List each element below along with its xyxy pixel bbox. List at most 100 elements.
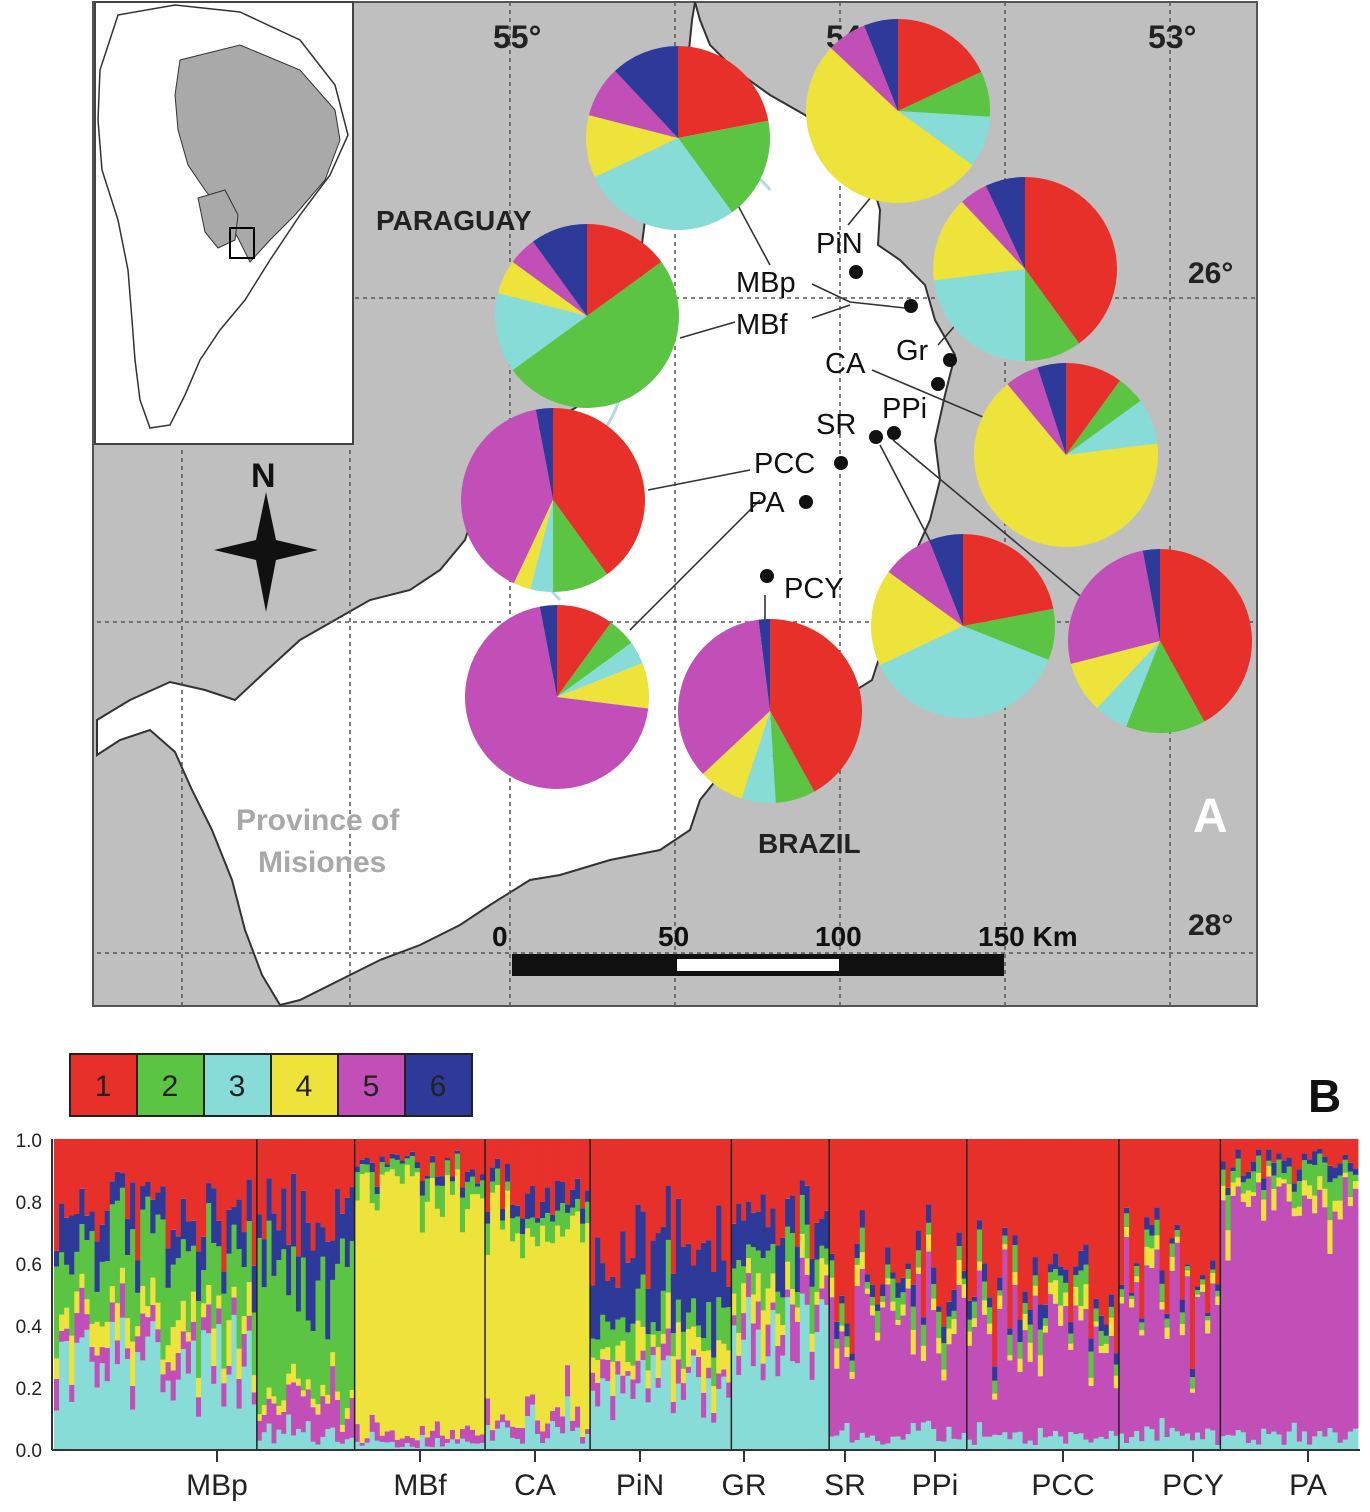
individual-bar-segment <box>721 1260 727 1308</box>
individual-bar-segment <box>775 1345 781 1377</box>
individual-bar-segment <box>364 1172 371 1439</box>
individual-bar-segment <box>1291 1216 1298 1423</box>
individual-bar-segment <box>261 1239 268 1288</box>
individual-bar-segment <box>859 1432 866 1450</box>
population-block-pcc <box>966 1139 1120 1450</box>
individual-bar-segment <box>885 1139 891 1248</box>
individual-bar-segment <box>1063 1292 1069 1307</box>
individual-bar-segment <box>1317 1176 1323 1190</box>
individual-bar-segment <box>305 1139 312 1223</box>
individual-bar-segment <box>1063 1282 1069 1293</box>
individual-bar-segment <box>520 1234 526 1259</box>
individual-bar-segment <box>915 1267 922 1274</box>
individual-bar-segment <box>675 1139 682 1199</box>
population-block-ppi <box>829 1139 968 1450</box>
panel-a-map: 55° 54° 53° 26° 28° PARAGUAY BRAZIL Prov… <box>92 1 1258 1007</box>
individual-bar-segment <box>1073 1434 1079 1450</box>
individual-bar-segment <box>1154 1235 1160 1250</box>
individual-bar-segment <box>495 1158 501 1169</box>
individual-bar-segment <box>1240 1432 1247 1450</box>
individual-bar-segment <box>1327 1253 1333 1429</box>
individual-bar-segment <box>1240 1175 1247 1183</box>
individual-bar-segment <box>74 1313 80 1343</box>
legend-swatch-3 <box>203 1053 272 1117</box>
individual-bar-segment <box>1169 1139 1176 1239</box>
individual-bar-segment <box>936 1306 942 1312</box>
individual-bar-segment <box>145 1182 151 1197</box>
individual-bar-segment <box>475 1186 481 1195</box>
individual-bar-segment <box>454 1439 461 1444</box>
individual-bar-segment <box>780 1297 786 1326</box>
individual-bar-segment <box>1149 1267 1155 1430</box>
individual-bar-segment <box>1327 1220 1333 1254</box>
individual-bar-segment <box>485 1212 491 1224</box>
individual-bar-segment <box>829 1297 835 1437</box>
individual-bar-segment <box>910 1329 917 1355</box>
individual-bar-segment <box>580 1223 586 1243</box>
cluster-legend: 1 2 3 4 5 6 <box>69 1053 473 1117</box>
individual-bar-segment <box>905 1139 912 1264</box>
individual-bar-segment <box>399 1183 406 1439</box>
individual-bar-segment <box>320 1396 326 1437</box>
individual-bar-segment <box>966 1331 973 1346</box>
individual-bar-segment <box>900 1304 907 1316</box>
individual-bar-segment <box>706 1240 712 1303</box>
individual-bar-segment <box>109 1286 116 1303</box>
individual-bar-segment <box>794 1291 801 1308</box>
individual-bar-segment <box>580 1436 586 1444</box>
individual-bar-segment <box>1002 1139 1008 1228</box>
individual-bar-segment <box>1042 1332 1049 1438</box>
individual-bar-segment <box>895 1139 901 1283</box>
individual-bar-segment <box>369 1203 376 1415</box>
individual-bar-segment <box>335 1188 341 1264</box>
individual-bar-segment <box>409 1151 416 1157</box>
individual-bar-segment <box>1307 1198 1313 1445</box>
individual-bar-segment <box>54 1139 60 1251</box>
individual-bar-segment <box>389 1441 396 1450</box>
individual-bar-segment <box>910 1354 917 1424</box>
individual-bar-segment <box>434 1421 441 1439</box>
individual-bar-segment <box>490 1181 496 1193</box>
individual-bar-segment <box>160 1139 166 1187</box>
individual-bar-segment <box>251 1404 258 1450</box>
individual-bar-segment <box>409 1156 416 1177</box>
pie-mbf <box>495 224 679 408</box>
individual-bar-segment <box>1012 1139 1018 1236</box>
individual-bar-segment <box>804 1224 810 1259</box>
individual-bar-segment <box>869 1139 876 1285</box>
individual-bar-segment <box>931 1267 937 1285</box>
pie-slice-cluster-1 <box>1025 177 1118 344</box>
individual-bar-segment <box>1017 1371 1023 1432</box>
individual-bar-segment <box>1032 1139 1039 1258</box>
individual-bar-segment <box>545 1438 551 1450</box>
individual-bar-segment <box>685 1243 692 1313</box>
individual-bar-segment <box>241 1232 248 1268</box>
individual-bar-segment <box>201 1330 207 1450</box>
individual-bar-segment <box>1256 1139 1262 1150</box>
individual-bar-segment <box>1088 1139 1094 1339</box>
individual-bar-segment <box>655 1377 662 1388</box>
individual-bar-segment <box>585 1433 591 1450</box>
individual-bar-segment <box>429 1447 436 1450</box>
individual-bar-segment <box>1078 1306 1084 1321</box>
individual-bar-segment <box>1007 1360 1013 1440</box>
individual-bar-segment <box>685 1372 692 1450</box>
individual-bar-segment <box>1108 1430 1115 1450</box>
individual-bar-segment <box>369 1431 376 1450</box>
individual-bar-segment <box>125 1359 131 1450</box>
individual-bar-segment <box>936 1311 942 1339</box>
individual-bar-segment <box>344 1139 351 1198</box>
individual-bar-segment <box>1118 1297 1125 1304</box>
individual-bar-segment <box>1098 1352 1105 1437</box>
individual-bar-segment <box>941 1441 947 1450</box>
individual-bar-segment <box>1124 1207 1130 1214</box>
individual-bar-segment <box>1230 1435 1237 1450</box>
individual-bar-segment <box>1022 1303 1029 1314</box>
individual-bar-segment <box>1007 1355 1013 1361</box>
individual-bar-segment <box>1291 1208 1298 1217</box>
individual-bar-segment <box>690 1326 697 1350</box>
individual-bar-segment <box>459 1429 466 1439</box>
individual-bar-segment <box>1271 1210 1277 1432</box>
individual-bar-segment <box>926 1204 932 1223</box>
individual-bar-segment <box>320 1139 326 1228</box>
